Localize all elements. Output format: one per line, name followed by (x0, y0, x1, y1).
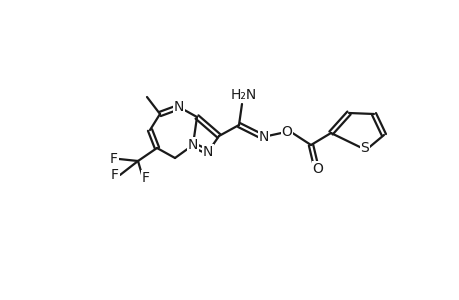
Text: N: N (258, 130, 269, 144)
Text: O: O (312, 162, 323, 176)
Text: O: O (281, 125, 292, 139)
Text: N: N (202, 145, 213, 159)
Text: F: F (142, 171, 150, 185)
Text: N: N (174, 100, 184, 114)
Text: H₂N: H₂N (230, 88, 257, 102)
Text: N: N (187, 138, 198, 152)
Text: F: F (110, 152, 118, 166)
Text: S: S (360, 141, 369, 155)
Text: F: F (111, 168, 119, 182)
